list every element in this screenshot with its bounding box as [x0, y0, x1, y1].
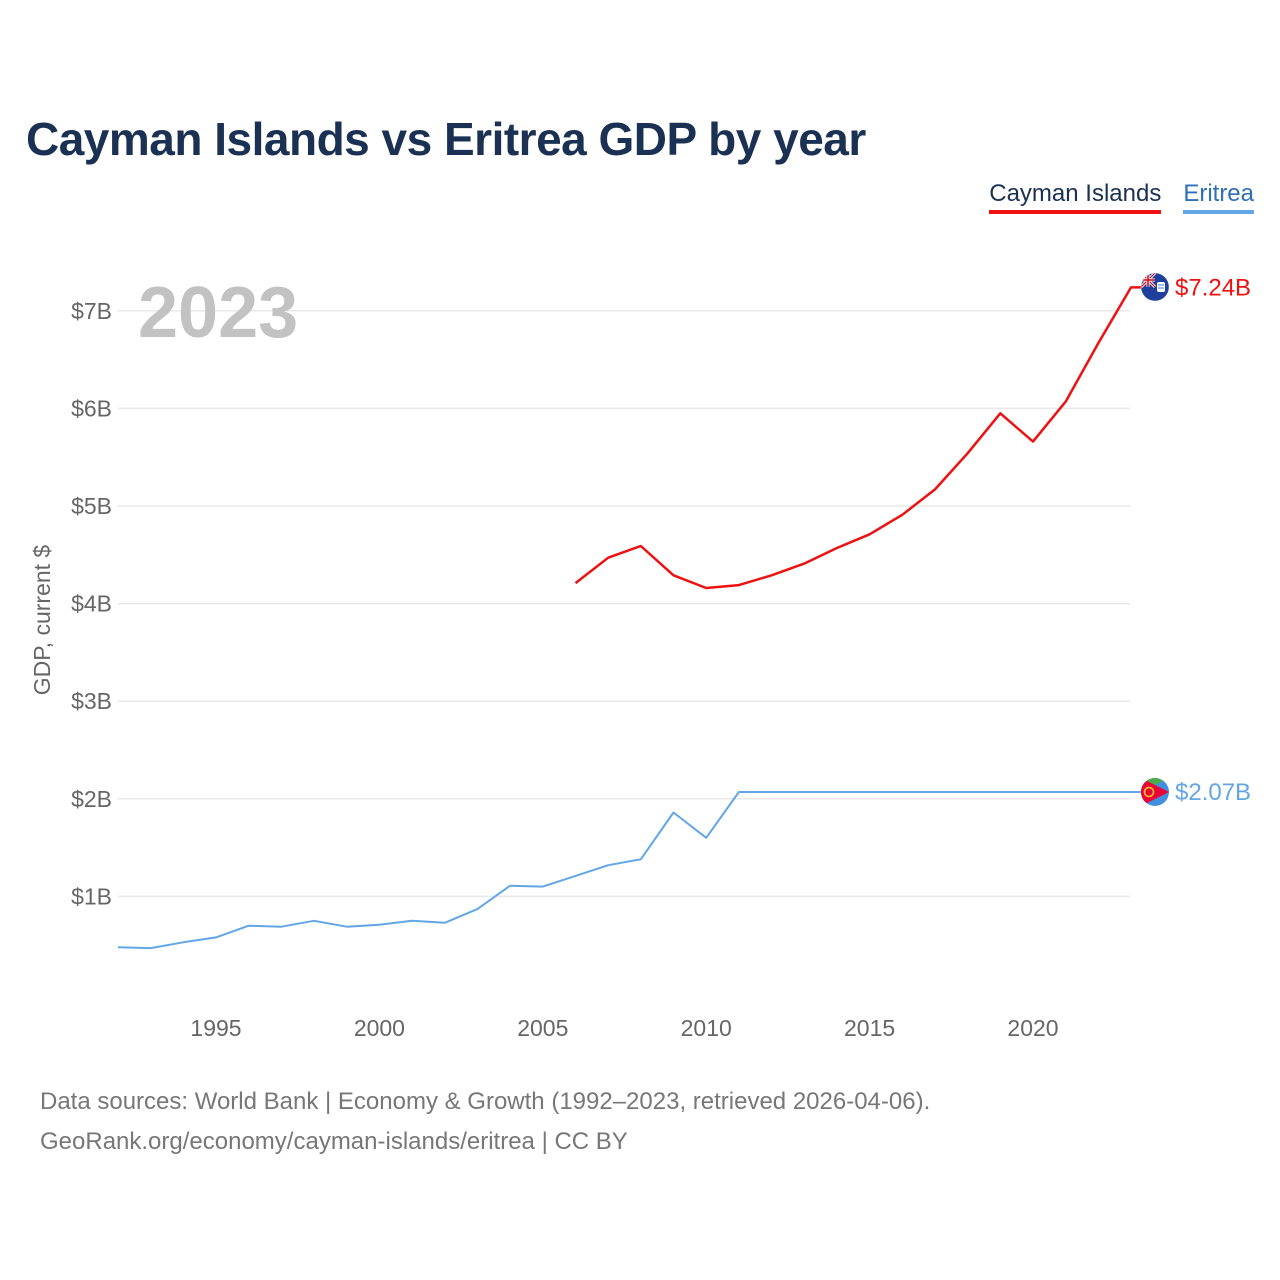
x-tick-label: 2015 — [844, 1015, 895, 1041]
legend: Cayman Islands Eritrea — [989, 180, 1254, 214]
legend-item-cayman-islands[interactable]: Cayman Islands — [989, 180, 1162, 214]
end-value-label-cayman-islands: $7.24B — [1175, 274, 1251, 301]
current-year-watermark: 2023 — [138, 273, 298, 353]
y-tick-label: $4B — [71, 591, 112, 617]
chart-title: Cayman Islands vs Eritrea GDP by year — [26, 113, 866, 165]
y-tick-label: $6B — [71, 395, 112, 421]
footer-credit: GeoRank.org/economy/cayman-islands/eritr… — [40, 1128, 628, 1155]
y-tick-label: $5B — [71, 493, 112, 519]
legend-item-eritrea[interactable]: Eritrea — [1183, 180, 1254, 214]
y-tick-label: $3B — [71, 688, 112, 714]
series-line-eritrea — [117, 791, 1143, 950]
end-value-label-eritrea: $2.07B — [1175, 779, 1251, 806]
grid-lines — [118, 310, 1130, 898]
footer-sources: Data sources: World Bank | Economy & Gro… — [40, 1088, 931, 1115]
y-tick-label: $7B — [71, 298, 112, 324]
series-line-cayman-islands — [574, 286, 1143, 590]
y-axis-label: GDP, current $ — [29, 545, 55, 696]
x-tick-label: 2010 — [681, 1015, 732, 1041]
series-end-labels: $7.24B $2.07B — [1175, 274, 1251, 806]
y-tick-label: $2B — [71, 786, 112, 812]
x-tick-label: 2020 — [1007, 1015, 1058, 1041]
y-tick-label: $1B — [71, 883, 112, 909]
footer: Data sources: World Bank | Economy & Gro… — [40, 1082, 930, 1162]
x-tick-label: 2000 — [354, 1015, 405, 1041]
y-axis-ticks: $1B $2B $3B $4B $5B $6B $7B — [71, 298, 112, 910]
eritrea-flag-icon — [1141, 778, 1169, 806]
series-lines — [117, 286, 1143, 950]
x-axis-ticks: 1995 2000 2005 2010 2015 2020 — [190, 1015, 1058, 1041]
x-tick-label: 1995 — [190, 1015, 241, 1041]
x-tick-label: 2005 — [517, 1015, 568, 1041]
cayman-islands-flag-icon — [1140, 272, 1170, 302]
